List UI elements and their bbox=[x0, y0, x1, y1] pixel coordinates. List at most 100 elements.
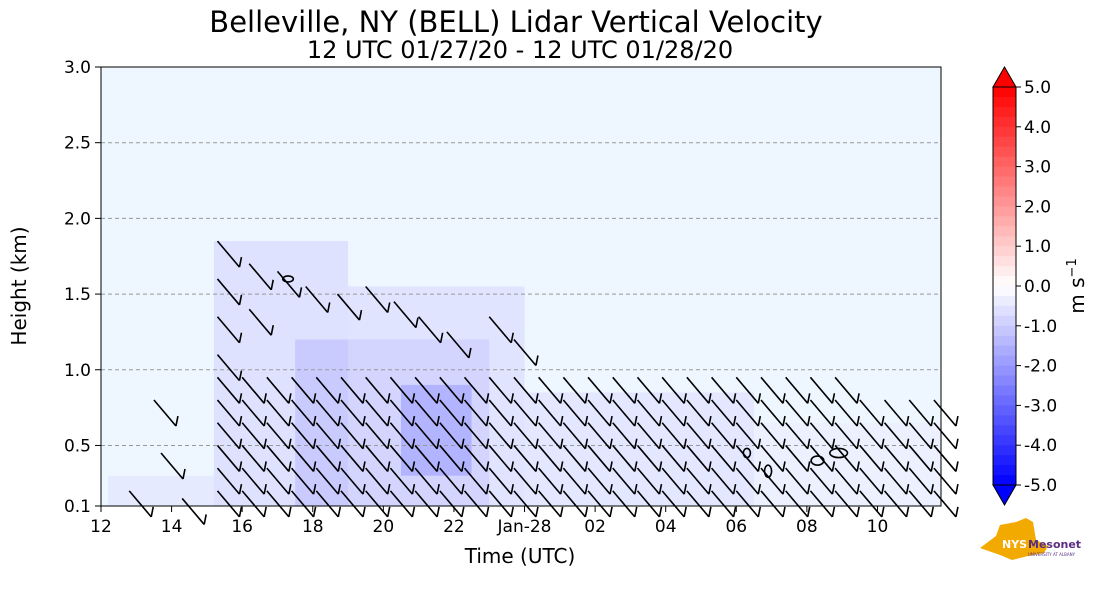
wind-barb bbox=[636, 490, 661, 518]
wind-barb-flag bbox=[732, 438, 737, 449]
colorbar-segment bbox=[993, 176, 1016, 187]
wind-barb-flag bbox=[806, 461, 811, 472]
colorbar-segment bbox=[993, 335, 1016, 347]
wind-barb bbox=[365, 467, 389, 495]
wind-barb-flag bbox=[856, 438, 860, 449]
wind-barb bbox=[389, 376, 414, 404]
wind-barb-flag bbox=[270, 325, 275, 336]
wind-barb-flag bbox=[535, 483, 539, 495]
wind-barb bbox=[661, 422, 685, 450]
wind-barb bbox=[710, 399, 735, 427]
wind-barb bbox=[636, 376, 661, 404]
wind-barb bbox=[908, 467, 932, 495]
wind-barb bbox=[241, 422, 265, 450]
wind-barb bbox=[241, 399, 265, 427]
wind-barb-flag bbox=[298, 287, 303, 298]
wind-barb-flag bbox=[238, 294, 243, 306]
wind-barb bbox=[488, 467, 512, 495]
colorbar-segment bbox=[993, 305, 1016, 317]
wind-barb-flag bbox=[782, 483, 786, 495]
wind-barb-flag bbox=[263, 438, 267, 449]
wind-barb bbox=[686, 399, 710, 427]
wind-barb bbox=[636, 444, 661, 472]
wind-barb bbox=[686, 467, 710, 495]
y-tick-label: 2.5 bbox=[64, 134, 91, 154]
wind-barb-flag bbox=[362, 438, 366, 449]
wind-barb bbox=[785, 490, 809, 518]
wind-barb-flag bbox=[337, 438, 342, 449]
wind-barb bbox=[365, 285, 389, 314]
wind-barb-flag bbox=[831, 461, 836, 472]
wind-barb bbox=[933, 444, 957, 472]
wind-barb bbox=[859, 399, 883, 427]
y-tick-label: 3.0 bbox=[64, 58, 91, 78]
wind-barb bbox=[389, 422, 414, 450]
wind-barb-flag bbox=[856, 393, 860, 404]
wind-barb-flag bbox=[757, 438, 762, 449]
x-tick-label: 04 bbox=[655, 517, 677, 537]
colorbar-tick-label: -1.0 bbox=[1024, 317, 1057, 337]
logo-brand-text: Mesonet bbox=[1028, 538, 1081, 551]
wind-barb bbox=[587, 399, 611, 427]
wind-barb bbox=[883, 399, 908, 427]
wind-barb bbox=[834, 422, 858, 450]
wind-barb bbox=[216, 399, 241, 427]
wind-barb-flag bbox=[263, 506, 267, 518]
colorbar-segment bbox=[993, 106, 1016, 118]
wind-barb bbox=[587, 376, 611, 404]
wind-barb bbox=[612, 490, 636, 518]
wind-barb bbox=[216, 467, 241, 495]
wind-barb bbox=[365, 444, 389, 472]
wind-barb-flag bbox=[238, 332, 243, 343]
wind-barb-flag bbox=[288, 393, 292, 404]
wind-barb-flag bbox=[732, 415, 737, 427]
colorbar-segment bbox=[993, 465, 1016, 476]
wind-barb-flag bbox=[806, 393, 811, 404]
wind-barb bbox=[710, 467, 735, 495]
colorbar-segment bbox=[993, 256, 1016, 267]
wind-barb bbox=[859, 422, 883, 450]
wind-barb bbox=[735, 376, 759, 404]
y-tick-label: 1.5 bbox=[64, 285, 91, 305]
wind-barb-flag bbox=[633, 483, 638, 495]
wind-barb-flag bbox=[203, 514, 207, 525]
wind-barb-flag bbox=[439, 332, 444, 343]
wind-barb-flag bbox=[436, 438, 440, 449]
wind-barb bbox=[463, 467, 488, 495]
wind-barb bbox=[735, 467, 759, 495]
wind-barb-flag bbox=[633, 506, 638, 518]
wind-barb bbox=[414, 467, 438, 495]
wind-barb bbox=[488, 376, 512, 404]
wind-barb-flag bbox=[609, 415, 613, 427]
wind-barb-flag bbox=[757, 461, 762, 472]
colorbar-segment bbox=[993, 266, 1016, 277]
wind-barb bbox=[686, 422, 710, 450]
wind-barb bbox=[809, 490, 834, 518]
wind-barb-flag bbox=[831, 438, 836, 449]
wind-barb bbox=[241, 467, 265, 495]
wind-barb bbox=[315, 376, 339, 404]
wind-barb bbox=[439, 399, 463, 427]
x-tick-label: 14 bbox=[161, 517, 183, 537]
wind-barb bbox=[538, 399, 562, 427]
wind-barb-flag bbox=[658, 393, 663, 404]
wind-barb-flag bbox=[757, 415, 762, 427]
wind-barb bbox=[513, 422, 537, 450]
wind-barb bbox=[612, 422, 636, 450]
wind-barb-flag bbox=[856, 415, 860, 427]
wind-barb-flag bbox=[358, 309, 363, 321]
colorbar-segment bbox=[993, 345, 1016, 357]
wind-barb bbox=[315, 399, 339, 427]
wind-barb-flag bbox=[584, 393, 589, 404]
wind-barb-flag bbox=[510, 438, 515, 449]
wind-barb bbox=[248, 308, 272, 336]
x-axis: 12 14 16 18 20 22 Jan-28 02 04 06 08 10 bbox=[90, 506, 888, 537]
wind-barb bbox=[785, 444, 809, 472]
wind-barb-flag bbox=[411, 438, 416, 449]
wind-barb bbox=[513, 399, 537, 427]
colorbar-max-arrow bbox=[992, 65, 1017, 88]
wind-barb-flag bbox=[683, 393, 687, 404]
wind-barb-flag bbox=[782, 461, 786, 472]
y-axis-label: Height (km) bbox=[7, 226, 31, 345]
wind-barb bbox=[266, 467, 290, 495]
